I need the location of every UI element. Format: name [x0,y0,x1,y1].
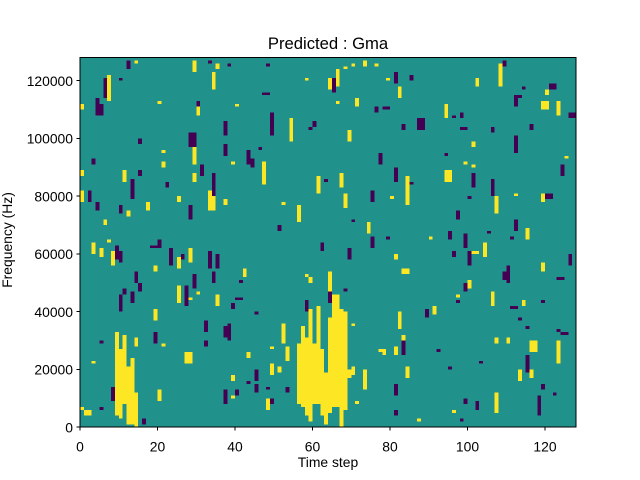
svg-text:60: 60 [305,438,321,454]
svg-text:Frequency (Hz): Frequency (Hz) [0,192,15,288]
svg-text:100: 100 [456,438,479,454]
svg-text:80000: 80000 [34,188,73,204]
svg-text:0: 0 [65,419,73,435]
svg-text:80: 80 [382,438,398,454]
svg-text:40000: 40000 [34,304,73,320]
svg-text:0: 0 [76,438,84,454]
svg-text:120000: 120000 [27,73,74,89]
svg-text:40: 40 [227,438,243,454]
svg-text:20: 20 [150,438,166,454]
svg-text:120: 120 [533,438,556,454]
svg-text:Time step: Time step [298,454,359,470]
svg-text:100000: 100000 [27,131,74,147]
svg-text:60000: 60000 [34,246,73,262]
svg-text:Predicted : Gma: Predicted : Gma [268,34,389,53]
svg-text:20000: 20000 [34,362,73,378]
